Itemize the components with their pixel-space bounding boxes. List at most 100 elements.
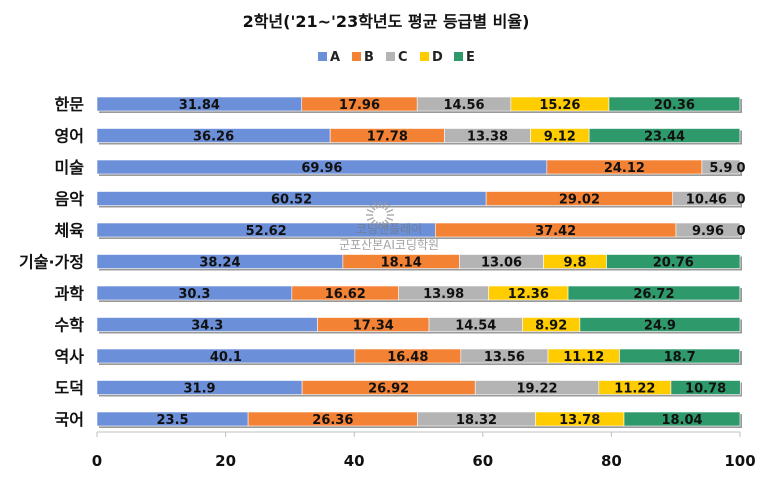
data-label-a: 38.24 — [199, 256, 240, 271]
bar-segment-c — [675, 222, 741, 238]
data-label-a: 23.5 — [157, 413, 189, 428]
x-tick-label: 40 — [344, 452, 365, 470]
x-tick-label: 80 — [601, 452, 622, 470]
data-label-e: 18.7 — [664, 350, 696, 365]
category-label: 미술 — [55, 158, 85, 177]
category-label: 음악 — [55, 190, 85, 209]
category-label: 수학 — [55, 316, 85, 335]
x-tick-label: 60 — [472, 452, 493, 470]
data-label-b: 17.96 — [339, 98, 380, 113]
watermark-ray — [381, 201, 387, 209]
bar-segment-e — [606, 254, 741, 269]
watermark-line1: 코딩앤플레이 — [356, 222, 422, 236]
legend-label-e: E — [466, 50, 475, 65]
bar-segment-c — [701, 159, 741, 175]
x-tick-label: 100 — [724, 452, 755, 470]
category-label: 영어 — [55, 127, 84, 146]
data-label-c: 5.9 — [709, 161, 732, 176]
data-label-e: 24.9 — [644, 319, 676, 334]
data-label-e: 18.04 — [661, 413, 702, 428]
data-label-e: 10.78 — [685, 382, 726, 397]
data-label-d: 11.12 — [563, 350, 604, 365]
legend-label-a: A — [330, 50, 340, 65]
legend-swatch-e — [454, 52, 463, 61]
data-label-e: 20.36 — [654, 98, 695, 113]
data-label-zero: 0 — [736, 161, 745, 176]
data-label-b: 16.48 — [387, 350, 428, 365]
data-label-d: 15.26 — [539, 98, 580, 113]
bar-segment-e — [588, 128, 741, 143]
data-label-a: 31.84 — [179, 98, 220, 113]
watermark-ray — [369, 219, 376, 226]
legend-swatch-d — [420, 52, 429, 61]
data-label-a: 34.3 — [191, 319, 223, 334]
legend-label-c: C — [398, 50, 408, 65]
legend-label-d: D — [432, 50, 443, 65]
data-label-a: 40.1 — [210, 350, 242, 365]
data-label-c: 14.56 — [443, 98, 484, 113]
watermark-ray — [366, 216, 374, 222]
data-label-c: 13.98 — [423, 287, 464, 302]
legend-label-b: B — [364, 50, 374, 65]
data-label-c: 14.54 — [455, 319, 496, 334]
data-label-a: 30.3 — [178, 287, 210, 302]
data-label-b: 17.78 — [367, 130, 408, 145]
data-label-c: 18.32 — [456, 413, 497, 428]
data-label-c: 9.96 — [692, 224, 724, 239]
data-label-d: 8.92 — [535, 319, 567, 334]
data-label-e: 23.44 — [644, 130, 685, 145]
data-label-b: 24.12 — [604, 161, 645, 176]
category-label: 과학 — [55, 284, 85, 303]
chart-title: 2학년('21~'23학년도 평균 등급별 비율) — [243, 12, 530, 31]
data-label-c: 13.38 — [467, 130, 508, 145]
data-label-e: 26.72 — [633, 287, 674, 302]
data-label-a: 31.9 — [184, 382, 216, 397]
bar-segment-c — [672, 191, 741, 206]
category-label: 체육 — [55, 221, 85, 240]
category-label: 역사 — [55, 347, 85, 366]
bar-segment-e — [579, 317, 741, 332]
watermark: 코딩앤플레이 군포산본AI코딩학원 — [339, 201, 439, 252]
data-label-c: 19.22 — [516, 382, 557, 397]
legend: A B C D E — [318, 50, 475, 65]
data-label-b: 17.34 — [353, 319, 394, 334]
watermark-sunburst-icon — [366, 201, 394, 229]
data-label-b: 37.42 — [535, 224, 576, 239]
data-label-d: 9.12 — [544, 130, 576, 145]
x-tick-label: 20 — [215, 452, 236, 470]
data-label-c: 13.06 — [481, 256, 522, 271]
data-label-a: 52.62 — [246, 224, 287, 239]
data-label-zero: 0 — [736, 224, 745, 239]
watermark-ray — [381, 221, 387, 229]
data-label-b: 16.62 — [325, 287, 366, 302]
data-label-b: 26.92 — [368, 382, 409, 397]
data-label-a: 60.52 — [271, 193, 312, 208]
data-label-e: 20.76 — [653, 256, 694, 271]
watermark-ray — [384, 204, 391, 211]
bar-segment-e — [623, 411, 741, 427]
category-label: 국어 — [55, 410, 84, 429]
data-label-a: 69.96 — [301, 161, 342, 176]
legend-swatch-a — [318, 52, 327, 61]
watermark-line2: 군포산본AI코딩학원 — [339, 238, 439, 252]
data-label-c: 13.56 — [484, 350, 525, 365]
data-label-zero: 0 — [736, 193, 745, 208]
data-label-a: 36.26 — [193, 130, 234, 145]
bar-segment-e — [608, 96, 741, 112]
data-label-b: 18.14 — [381, 256, 422, 271]
category-label: 도덕 — [55, 379, 84, 398]
watermark-ray — [386, 216, 394, 222]
plot-area: 한문 31.84 17.96 14.56 15.26 20.36 영어 36.26 17.78 1… — [19, 95, 756, 470]
category-label: 한문 — [55, 95, 85, 114]
watermark-ray — [369, 204, 376, 211]
data-label-d: 13.78 — [559, 413, 600, 428]
category-label: 기술·가정 — [19, 253, 84, 272]
legend-swatch-c — [386, 52, 395, 61]
legend-swatch-b — [352, 52, 361, 61]
bar-segment-e — [619, 348, 741, 364]
data-label-d: 9.8 — [563, 256, 586, 271]
watermark-ray — [366, 208, 374, 214]
watermark-ray — [386, 208, 394, 214]
data-label-c: 10.46 — [686, 193, 727, 208]
